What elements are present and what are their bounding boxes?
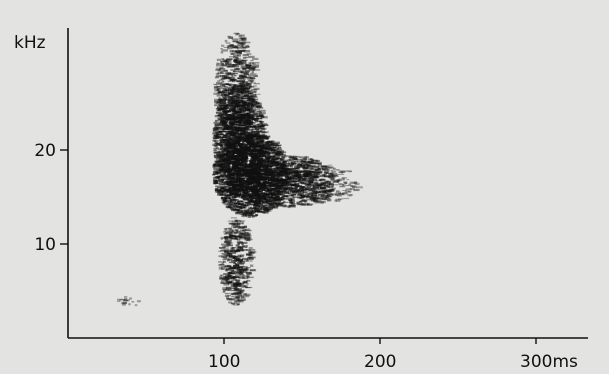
y-tick-label-1: 20 [34, 141, 56, 161]
energy-region-5 [218, 217, 257, 306]
energy-region-6 [117, 296, 141, 307]
x-tick-label-1: 200 [364, 352, 396, 372]
x-ticks: 100 200 300ms [208, 338, 578, 372]
x-tick-label-2: 300ms [520, 352, 578, 372]
x-tick-label-0: 100 [208, 352, 240, 372]
y-tick-label-0: 10 [34, 235, 56, 255]
energy-region-4 [287, 164, 363, 204]
spectrogram-marks [117, 32, 363, 307]
y-unit-label: kHz [14, 33, 46, 53]
energy-region-3 [248, 155, 340, 209]
y-ticks: 10 20 [34, 141, 68, 255]
